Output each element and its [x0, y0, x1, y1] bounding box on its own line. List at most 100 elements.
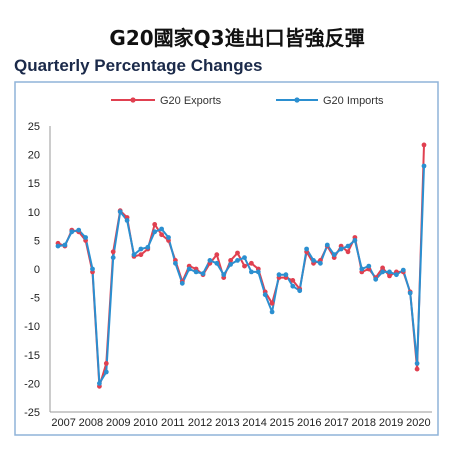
- data-point-imports: [83, 235, 88, 240]
- data-point-exports: [345, 249, 351, 255]
- data-point-exports: [269, 300, 275, 306]
- legend-imports-marker: [294, 97, 300, 103]
- data-point-imports: [186, 266, 192, 272]
- chart-frame: [14, 81, 439, 436]
- data-point-imports: [138, 246, 144, 252]
- y-tick-label: -15: [24, 350, 40, 362]
- data-point-imports: [366, 263, 372, 269]
- chart-subtitle: Quarterly Percentage Changes: [14, 56, 263, 75]
- x-tick-label: 2019: [379, 417, 403, 429]
- y-tick-label: 25: [28, 121, 40, 133]
- y-tick-label: -10: [24, 321, 40, 333]
- x-tick-label: 2010: [133, 417, 157, 429]
- legend-exports-marker: [130, 97, 136, 103]
- legend-item-exports: G20 Exports: [111, 95, 222, 107]
- data-point-imports: [311, 258, 316, 263]
- y-tick-label: 0: [34, 264, 40, 276]
- data-point-exports: [235, 250, 240, 256]
- x-tick-label: 2018: [352, 417, 376, 429]
- y-tick-label: -25: [24, 407, 40, 419]
- x-axis-ticks: 2007 2008 2009 2010 2011 2012 2013 2014 2015 2016…: [51, 417, 430, 429]
- x-tick-label: 2020: [406, 417, 430, 429]
- legend-imports-label: G20 Imports: [323, 95, 384, 107]
- data-point-imports: [352, 238, 358, 243]
- data-point-imports: [414, 361, 420, 366]
- data-point-exports: [249, 260, 254, 266]
- y-tick-label: -5: [30, 293, 40, 305]
- data-point-imports: [318, 260, 323, 266]
- data-point-exports: [110, 249, 116, 255]
- x-tick-label: 2011: [161, 417, 185, 429]
- data-point-imports: [159, 226, 165, 232]
- x-tick-label: 2008: [79, 417, 103, 429]
- x-tick-label: 2017: [324, 417, 348, 429]
- y-tick-label: 5: [34, 235, 40, 247]
- data-point-imports: [373, 276, 379, 282]
- data-point-imports: [269, 309, 275, 315]
- data-point-imports: [324, 242, 330, 248]
- data-point-exports: [152, 222, 158, 227]
- data-point-imports: [228, 262, 234, 267]
- data-point-imports: [331, 252, 337, 258]
- data-point-imports: [283, 272, 289, 278]
- data-point-imports: [276, 272, 282, 278]
- legend: G20 Exports G20 Imports: [111, 95, 384, 107]
- data-point-exports: [380, 265, 385, 271]
- data-point-imports: [200, 271, 206, 276]
- data-point-imports: [76, 227, 82, 233]
- data-point-imports: [166, 235, 171, 240]
- data-point-imports: [345, 243, 351, 249]
- data-point-imports: [152, 229, 158, 235]
- data-point-imports: [304, 246, 309, 252]
- data-point-imports: [55, 243, 61, 249]
- data-point-imports: [400, 267, 406, 273]
- data-point-exports: [387, 273, 392, 279]
- data-point-imports: [407, 290, 413, 296]
- data-point-imports: [380, 269, 385, 275]
- data-point-imports: [255, 269, 261, 275]
- data-point-exports: [414, 366, 420, 372]
- x-tick-label: 2009: [106, 417, 130, 429]
- x-tick-label: 2007: [51, 417, 75, 429]
- data-point-exports: [103, 361, 109, 366]
- y-tick-label: -20: [24, 378, 40, 390]
- data-point-exports: [214, 252, 220, 258]
- data-point-imports: [117, 209, 123, 215]
- legend-item-imports: G20 Imports: [276, 95, 384, 107]
- y-axis-ticks: 25 20 15 10 5 0 -5 -10 -15 -20 -25: [24, 121, 40, 419]
- data-point-imports: [290, 283, 296, 289]
- data-point-imports: [110, 255, 116, 260]
- data-point-imports: [97, 381, 102, 386]
- data-point-imports: [193, 269, 199, 275]
- data-point-imports: [179, 280, 185, 286]
- legend-exports-label: G20 Exports: [160, 95, 222, 107]
- data-point-imports: [90, 266, 95, 272]
- data-point-imports: [249, 269, 254, 275]
- series-layer: [55, 142, 427, 389]
- data-point-imports: [421, 163, 427, 169]
- data-point-imports: [103, 369, 109, 375]
- data-point-imports: [207, 258, 213, 263]
- x-tick-label: 2014: [242, 417, 266, 429]
- data-point-imports: [235, 258, 240, 263]
- y-tick-label: 20: [28, 150, 40, 162]
- x-tick-label: 2013: [215, 417, 239, 429]
- data-point-exports: [138, 252, 144, 258]
- data-point-imports: [242, 255, 247, 260]
- data-point-imports: [62, 242, 68, 248]
- data-point-exports: [290, 278, 296, 283]
- data-point-exports: [228, 258, 234, 263]
- data-point-imports: [338, 246, 344, 252]
- data-point-imports: [131, 252, 137, 258]
- data-point-imports: [221, 272, 227, 278]
- data-point-imports: [124, 218, 130, 223]
- data-point-imports: [297, 288, 303, 294]
- y-tick-label: 15: [28, 178, 40, 190]
- data-point-exports: [421, 142, 427, 148]
- data-point-imports: [394, 272, 399, 278]
- x-tick-label: 2015: [270, 417, 294, 429]
- data-point-imports: [214, 260, 220, 266]
- page-title: G20國家Q3進出口皆強反彈: [109, 26, 365, 50]
- data-point-exports: [159, 232, 165, 238]
